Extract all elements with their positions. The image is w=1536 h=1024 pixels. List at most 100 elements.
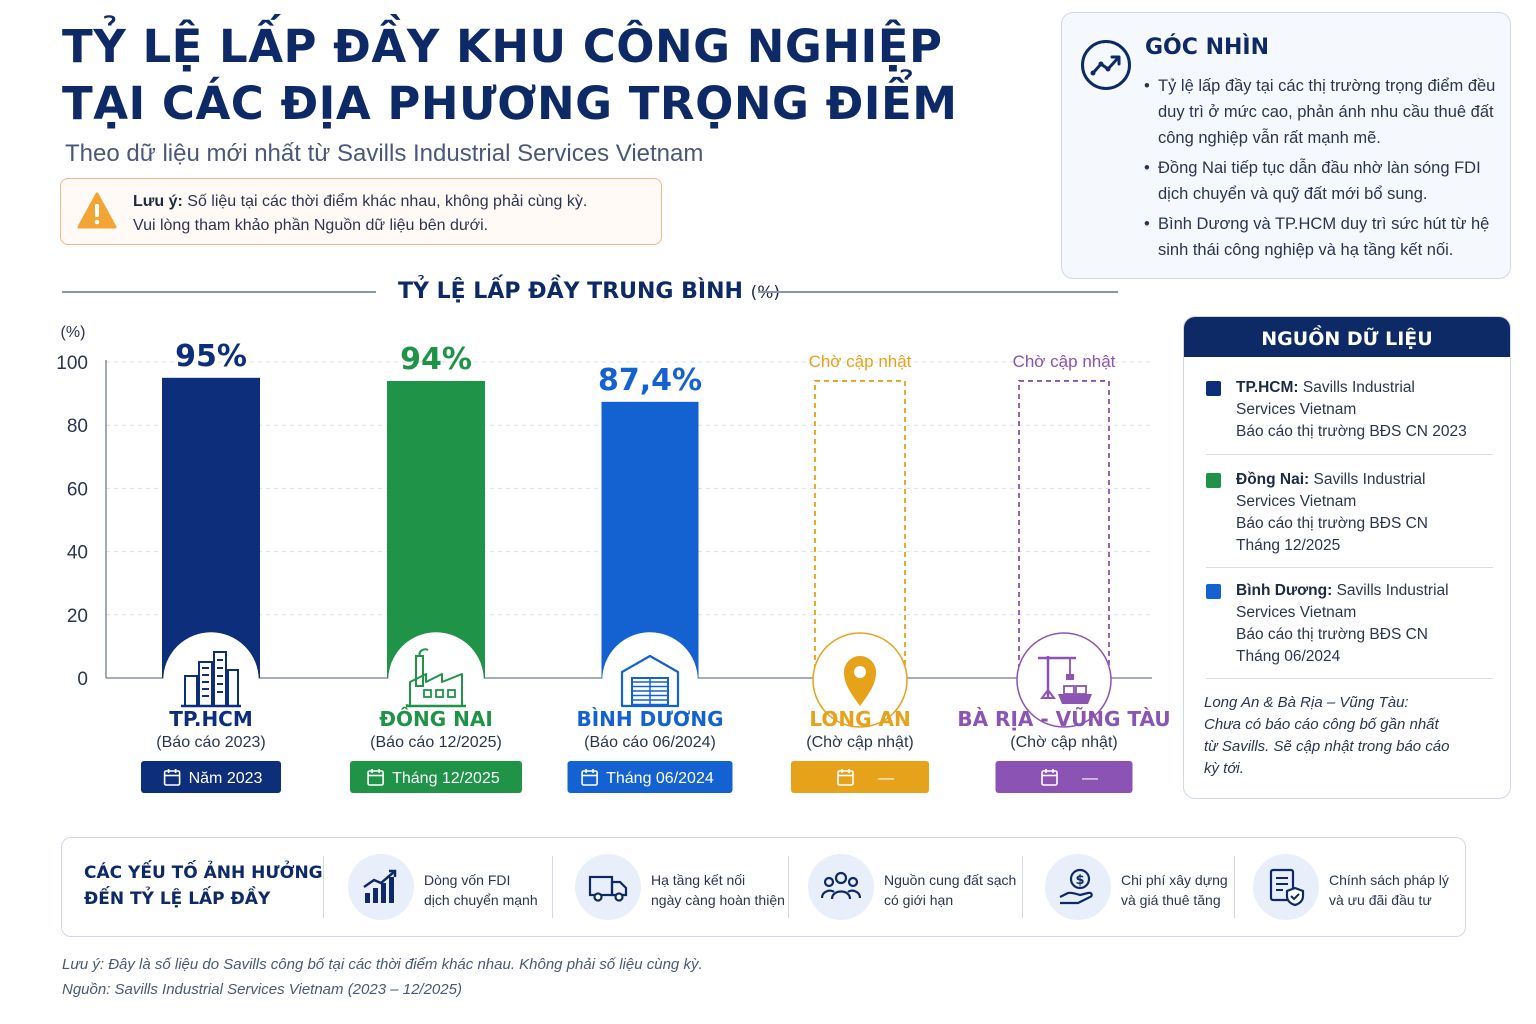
calendar-icon [1041,769,1058,786]
source-line: Services Vietnam [1236,493,1357,510]
factor-label: ngày càng hoàn thiện [651,892,785,908]
truck-icon [588,875,628,902]
date-badge [995,761,1133,793]
category-sublabel: (Báo cáo 12/2025) [370,734,502,751]
legend-swatch [1206,584,1221,599]
factor-label: Dòng vốn FDI [424,872,511,888]
date-badge [791,761,929,793]
page-title-line1: TỶ LỆ LẤP ĐẦY KHU CÔNG NGHIỆP [62,20,943,73]
source-line: Tháng 06/2024 [1236,648,1341,665]
y-axis-unit: (%) [61,324,86,341]
insight-title: GÓC NHÌN [1145,35,1269,60]
y-tick-label: 80 [67,416,88,437]
people-group-icon [821,871,861,900]
section-title-text: TỶ LỆ LẤP ĐẦY TRUNG BÌNH [398,279,743,304]
category-sublabel: (Chờ cập nhật) [806,734,913,751]
calendar-icon [163,769,181,786]
sources-title: NGUỒN DỮ LIỆU [1184,317,1510,357]
money-hand-icon: $ [1059,868,1093,905]
source-line: Services Vietnam [1236,604,1357,621]
category-label: LONG AN [809,707,910,731]
occupancy-bar-chart: 0 20 40 60 80 100 (%) 95% TP.HCM (Báo cáo 2023) Nă… [56,324,1170,793]
insight-bullet: Bình Dương và TP.HCM duy trì sức hút từ … [1144,211,1499,263]
insight-panel: GÓC NHÌN Tỷ lệ lấp đầy tại các thị trườn… [1061,12,1511,279]
category-sublabel: (Chờ cập nhật) [1010,734,1117,751]
factor-label: và giá thuê tăng [1121,892,1221,908]
section-title: TỶ LỆ LẤP ĐẦY TRUNG BÌNH (%) [398,279,780,304]
factors-panel: CÁC YẾU TỐ ẢNH HƯỞNG ĐẾN TỶ LỆ LẤP ĐẦY D… [61,837,1466,937]
source-line: Savills Industrial [1302,379,1415,396]
bar-2 [601,401,699,678]
svg-text:$: $ [1075,873,1084,888]
bar-value-label: 94% [400,342,472,377]
bar-pending-label: Chờ cập nhật [809,352,912,371]
y-tick-label: 100 [56,353,88,374]
section-divider-right [758,291,1118,293]
source-line: Báo cáo thị trường BĐS CN 2023 [1236,423,1467,440]
factor-divider [788,856,789,918]
factors-title-line1: CÁC YẾU TỐ ẢNH HƯỞNG [84,863,323,883]
note-box: Lưu ý: Số liệu tại các thời điểm khác nh… [60,178,662,245]
category-sublabel: (Báo cáo 06/2024) [584,734,716,751]
bar-1 [387,380,485,678]
factory-icon [406,648,466,708]
category-label: BÀ RỊA - VŨNG TÀU [957,707,1170,731]
page-title: TỶ LỆ LẤP ĐẦY KHU CÔNG NGHIỆP TẠI CÁC ĐỊ… [62,18,962,132]
page-title-line2: TẠI CÁC ĐỊA PHƯƠNG TRỌNG ĐIỂM [62,77,958,130]
growth-chart-icon [363,869,397,903]
footnote-line: Chưa có báo cáo công bố gần nhất [1204,716,1439,733]
source-line: Savills Industrial [1313,471,1426,488]
location-pin-icon [844,656,876,706]
factor-label: Chi phí xây dựng [1121,872,1228,888]
date-badge-text: Tháng 06/2024 [606,770,714,787]
source-line: Tháng 12/2025 [1236,537,1341,554]
factor-label: Chính sách pháp lý [1329,872,1449,888]
sources-footnote: Long An & Bà Rịa – Vũng Tàu: Chưa có báo… [1204,692,1499,780]
calendar-icon [367,769,384,786]
factors-title-line2: ĐẾN TỶ LỆ LẤP ĐẦY [84,889,271,909]
category-sublabel: (Báo cáo 2023) [156,734,265,751]
warning-icon [77,192,117,229]
source-line: Báo cáo thị trường BĐS CN [1236,626,1428,643]
calendar-icon [837,769,854,786]
y-tick-label: 20 [67,606,88,627]
note-label: Lưu ý: [133,193,183,210]
factors-title: CÁC YẾU TỐ ẢNH HƯỞNG ĐẾN TỶ LỆ LẤP ĐẦY [84,860,323,912]
source-line: Services Vietnam [1236,401,1357,418]
insight-bullet: Đồng Nai tiếp tục dẫn đầu nhờ làn sóng F… [1144,155,1499,207]
note-line2: Vui lòng tham khảo phần Nguồn dữ liệu bê… [133,217,489,234]
factor-label: có giới hạn [884,892,954,908]
source-divider [1206,567,1493,568]
factor-divider [552,856,553,918]
y-tick-label: 40 [67,543,88,564]
date-badge-text: — [878,770,894,787]
footer-source: Nguồn: Savills Industrial Services Vietn… [62,981,462,998]
date-badge-text: Năm 2023 [189,770,263,787]
trend-chart-icon [1081,40,1131,90]
icon-badge-circle [388,632,484,728]
date-badge-text: Tháng 12/2025 [392,770,500,787]
factor-divider [1022,856,1023,918]
source-name: TP.HCM: [1236,379,1299,396]
bar-value-label: 95% [175,339,247,374]
date-badge [350,761,522,793]
source-line: Savills Industrial [1336,582,1449,599]
warehouse-icon [620,654,680,708]
sources-panel: NGUỒN DỮ LIỆU TP.HCM: Savills Industrial… [1183,316,1511,799]
category-label: BÌNH DƯƠNG [576,707,723,731]
source-line: Báo cáo thị trường BĐS CN [1236,515,1428,532]
insight-list: Tỷ lệ lấp đầy tại các thị trường trọng đ… [1144,73,1499,267]
factor-label: và ưu đãi đầu tư [1329,892,1432,908]
bar-pending-label: Chờ cập nhật [1013,352,1116,371]
legend-swatch [1206,473,1221,488]
source-name: Đồng Nai: [1236,471,1310,488]
section-title-unit: (%) [750,283,780,303]
date-badge-text: — [1082,770,1098,787]
bar-value-label: 87,4% [598,363,702,398]
source-item-dongnai: Đồng Nai: Savills Industrial Services Vi… [1206,469,1496,557]
source-item-tphcm: TP.HCM: Savills Industrial Services Viet… [1206,377,1496,443]
port-crane-ship-icon [1038,656,1092,704]
source-divider [1206,454,1493,455]
category-label: TP.HCM [169,707,253,731]
section-divider-left [62,291,376,293]
